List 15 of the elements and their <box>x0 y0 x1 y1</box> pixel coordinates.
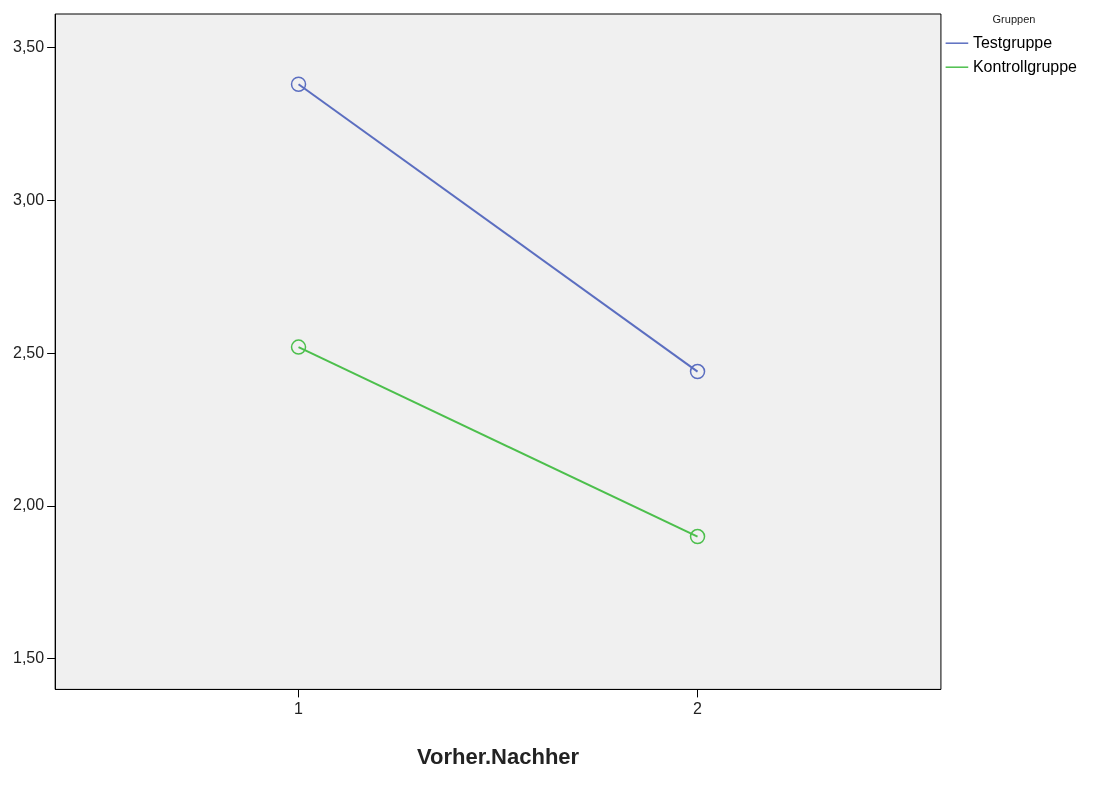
x-axis-title: Vorher.Nachher <box>416 743 580 769</box>
y-tick-label: 1,50 <box>13 649 45 667</box>
x-tick-label: 1 <box>294 700 304 718</box>
point <box>290 339 307 355</box>
y-tick-label: 2,50 <box>13 343 45 361</box>
point <box>689 363 706 380</box>
legend-title: Gruppen <box>992 12 1036 25</box>
y-tick-label: 3,00 <box>13 190 45 208</box>
point <box>689 528 706 545</box>
y-tick-label: 2,00 <box>13 496 45 514</box>
legend-label: Testgruppe <box>972 33 1053 51</box>
y-tick-label: 3,50 <box>13 38 45 56</box>
x-tick-label: 2 <box>693 700 703 718</box>
point <box>290 76 307 93</box>
legend-label: Kontrollgruppe <box>972 57 1078 75</box>
